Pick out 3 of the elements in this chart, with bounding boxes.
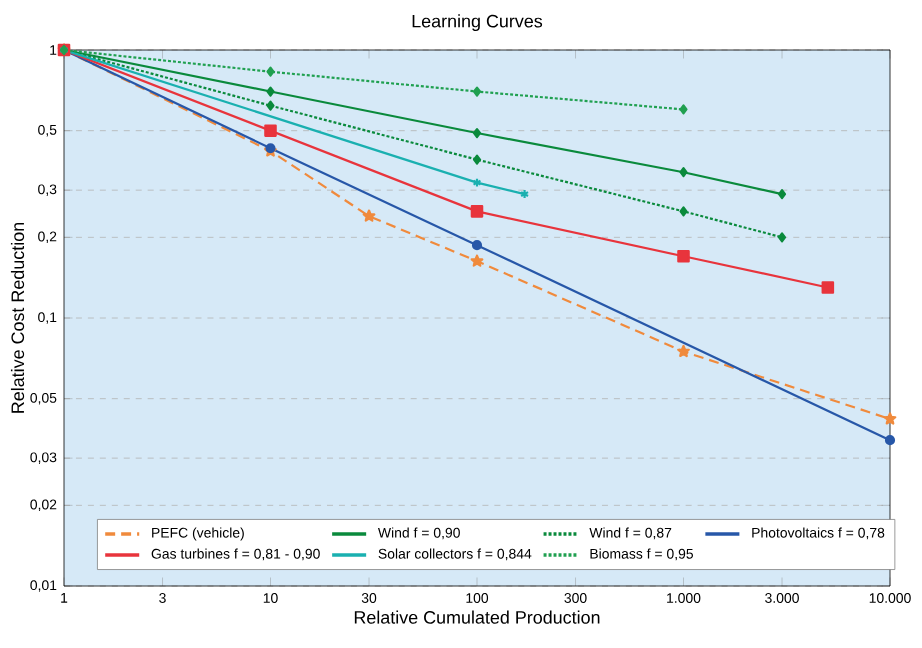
x-axis-title: Relative Cumulated Production bbox=[354, 610, 600, 624]
chart-title: Learning Curves bbox=[412, 14, 543, 31]
y-axis-title: Relative Cost Reduction bbox=[10, 223, 25, 413]
